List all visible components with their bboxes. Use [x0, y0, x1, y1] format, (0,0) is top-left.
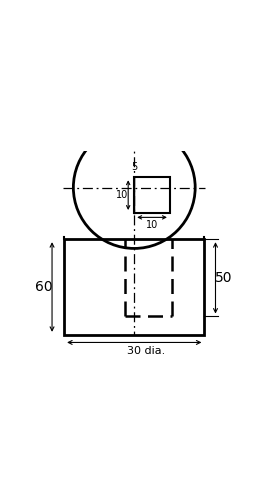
Text: 50: 50	[215, 271, 233, 285]
Bar	[64, 240, 204, 334]
Text: 10: 10	[146, 220, 158, 230]
Text: 5: 5	[131, 162, 137, 172]
Bar	[134, 178, 170, 213]
Text: 30 dia.: 30 dia.	[127, 346, 166, 356]
Text: 10: 10	[116, 190, 128, 200]
Text: 60: 60	[35, 280, 52, 294]
